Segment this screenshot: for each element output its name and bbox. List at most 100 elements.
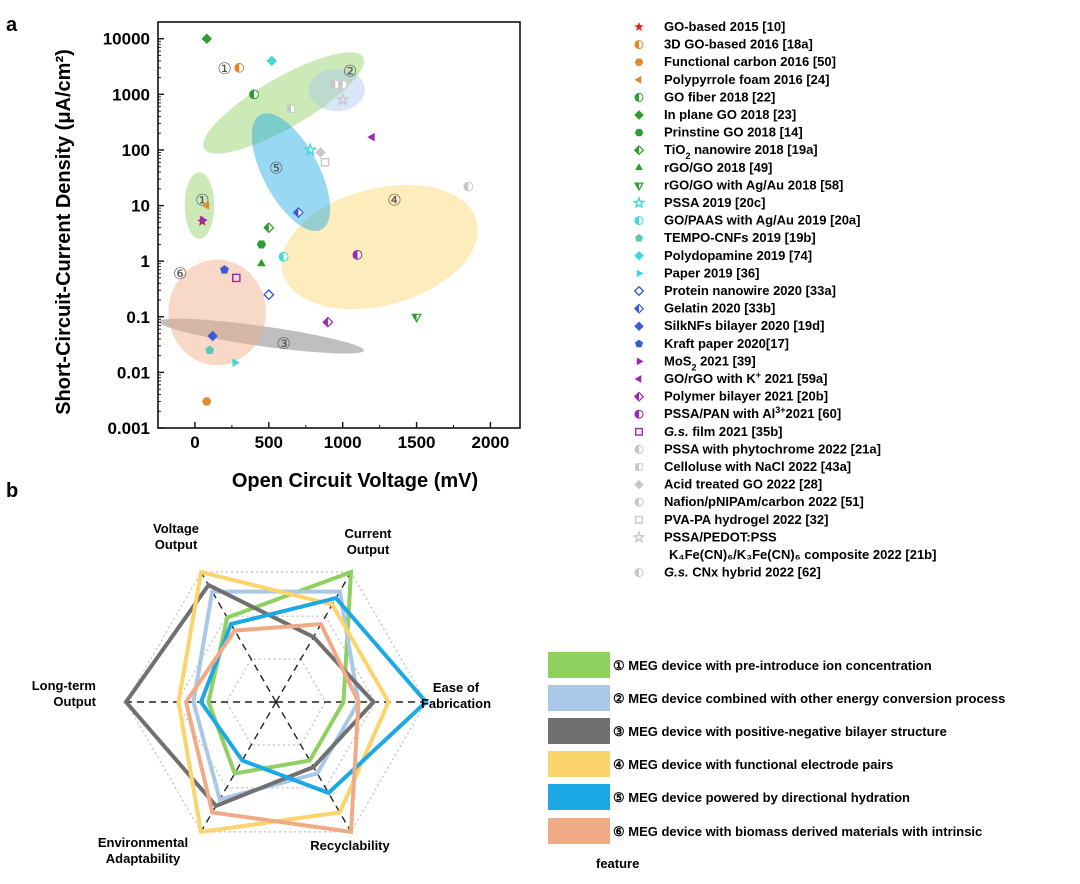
region-ellipse-2 <box>203 52 364 154</box>
region-label-4: ③ <box>276 334 290 353</box>
legend-marker-2 <box>634 40 644 50</box>
legend-marker-8 <box>633 145 645 156</box>
legend-marker-4 <box>634 75 642 84</box>
x-tick-label: 0 <box>190 433 199 452</box>
group-legend-label-5: ⑤ MEG device powered by directional hydr… <box>613 790 910 805</box>
data-point-15 <box>232 358 240 367</box>
group-legend-swatch-6 <box>548 818 610 844</box>
group-legend-swatch-4 <box>548 751 610 777</box>
data-point-3 <box>202 397 212 406</box>
scatter-axes: 0 500 1000 1500 2000 0.001 0.01 0.1 1 10 100 1000 10… <box>103 21 521 452</box>
legend-marker-10 <box>634 182 644 192</box>
data-point-8 <box>263 222 275 234</box>
scatter-legend: GO-based 2015 [10] 3D GO-based 2016 [18a]… <box>632 19 936 580</box>
data-point-22 <box>322 316 334 328</box>
data-point-30 <box>335 92 350 106</box>
data-point-25 <box>330 79 341 90</box>
legend-label-7: Prinstine GO 2018 [14] <box>664 125 803 140</box>
legend-marker-7 <box>634 128 644 137</box>
legend-label-25: PSSA with phytochrome 2022 [21a] <box>664 441 881 456</box>
region-label-5: ④ <box>387 191 401 210</box>
y-tick-label: 10000 <box>103 30 150 49</box>
legend-marker-11 <box>632 195 646 209</box>
legend-marker-31 <box>634 568 644 578</box>
radar-axis-label-current: Current <box>345 526 393 541</box>
legend-label-29: PVA-PA hydrogel 2022 [32] <box>664 512 828 527</box>
region-label-3: ② <box>343 62 357 81</box>
data-point-13 <box>205 345 215 354</box>
group-legend-label-4: ④ MEG device with functional electrode p… <box>613 757 893 772</box>
radar-axis-label-environmental: Environmental <box>98 835 188 850</box>
legend-label-2: 3D GO-based 2016 [18a] <box>664 37 813 52</box>
data-point-16 <box>263 289 275 301</box>
scatter-regions <box>158 52 478 366</box>
data-point-24 <box>232 273 241 283</box>
group-legend-swatch-1 <box>548 652 610 678</box>
y-tick-label: 1000 <box>112 85 150 104</box>
legend-marker-23 <box>634 409 644 419</box>
legend-marker-1 <box>634 22 644 31</box>
group-legend-label-1: ① MEG device with pre-introduce ion conc… <box>613 658 932 673</box>
data-point-28 <box>337 79 348 90</box>
legend-marker-21 <box>634 375 642 383</box>
legend-label-8: TiO2 nanowire 2018 [19a] <box>664 142 818 161</box>
legend-marker-14 <box>634 251 644 261</box>
legend-marker-17 <box>633 303 645 314</box>
radar-axis-label-longterm: Output <box>53 694 96 709</box>
legend-label-11: PSSA 2019 [20c] <box>664 195 765 210</box>
data-point-10 <box>411 313 422 323</box>
legend-marker-13 <box>635 233 643 242</box>
x-tick-label: 1500 <box>398 433 436 452</box>
legend-marker-6 <box>634 110 644 120</box>
scatter-points <box>197 33 474 406</box>
legend-label-24: G.s. film 2021 [35b] <box>664 424 783 439</box>
legend-label-10: rGO/GO with Ag/Au 2018 [58] <box>664 177 843 192</box>
x-axis-title: Open Circuit Voltage (mV) <box>232 470 478 492</box>
data-point-18 <box>207 330 218 342</box>
y-tick-label: 10 <box>131 197 150 216</box>
group-legend-label-6-line2: feature <box>596 856 639 871</box>
radar-series-5 <box>198 595 429 796</box>
panel-label-b: b <box>6 480 18 502</box>
radar-axis-label-recyclability: Recyclability <box>310 838 390 853</box>
data-point-20 <box>199 215 208 225</box>
legend-label-15: Paper 2019 [36] <box>664 265 759 280</box>
legend-marker-30 <box>632 530 646 543</box>
legend-marker-16 <box>633 285 645 297</box>
x-tick-label: 500 <box>255 433 283 452</box>
legend-label-28: Nafion/pNIPAm/carbon 2022 [51] <box>664 494 864 509</box>
data-point-7 <box>256 240 267 249</box>
legend-label-19: Kraft paper 2020[17] <box>664 336 789 351</box>
legend-marker-20 <box>636 357 644 366</box>
legend-label-13: TEMPO-CNFs 2019 [19b] <box>664 230 816 245</box>
region-label-2: ① <box>217 59 231 78</box>
x-tick-label: 2000 <box>472 433 510 452</box>
data-point-5 <box>249 89 259 100</box>
data-point-4 <box>201 201 210 210</box>
legend-marker-3 <box>634 58 644 66</box>
data-point-12 <box>278 251 289 262</box>
legend-label-6: In plane GO 2018 [23] <box>664 107 796 122</box>
legend-label-4: Polypyrrole foam 2016 [24] <box>664 72 829 87</box>
radar-axis-label-ease: Ease of <box>433 680 480 695</box>
legend-marker-22 <box>633 391 645 402</box>
legend-label-21: GO/rGO with K+ 2021 [59a] <box>664 370 828 386</box>
radar-axis-label-longterm: Long-term <box>32 678 96 693</box>
legend-label-22: Polymer bilayer 2021 [20b] <box>664 389 828 404</box>
legend-label-3: Functional carbon 2016 [50] <box>664 54 836 69</box>
region-ellipse-3 <box>308 68 365 112</box>
radar-series-3 <box>123 582 377 809</box>
legend-label-26: Celloluse with NaCl 2022 [43a] <box>664 459 851 474</box>
data-point-19 <box>220 265 229 274</box>
y-tick-label: 0.01 <box>117 363 150 382</box>
radar-series <box>123 569 429 835</box>
data-point-17 <box>292 206 304 219</box>
data-point-29 <box>320 158 330 167</box>
data-point-2 <box>234 62 245 73</box>
group-legend-label-3: ③ MEG device with positive-negative bila… <box>613 724 947 739</box>
radar-axis-label-current: Output <box>347 542 390 557</box>
region-label-6: ⑤ <box>269 159 283 178</box>
